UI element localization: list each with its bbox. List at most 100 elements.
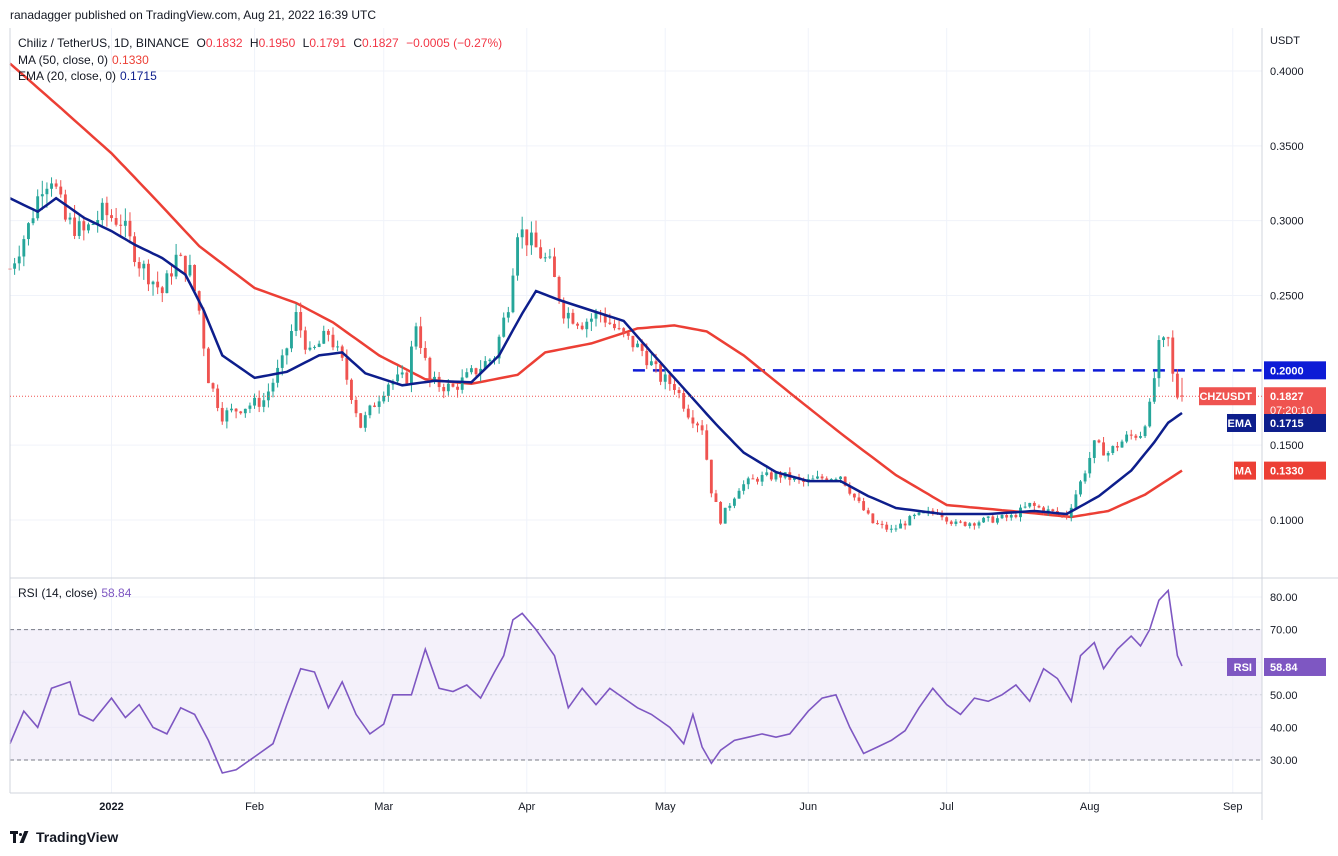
rsi-legend[interactable]: RSI (14, close) 58.84 [18, 586, 131, 600]
candle-body [1014, 514, 1018, 518]
candle-body [460, 377, 464, 390]
ma-legend[interactable]: MA (50, close, 0) 0.1330 [18, 53, 149, 67]
candle-body [87, 224, 90, 231]
price-tick-label: 0.1000 [1270, 515, 1304, 527]
candle-body [603, 314, 607, 323]
candle-body [686, 408, 690, 418]
candle-body [714, 493, 718, 502]
candle-body [663, 374, 667, 382]
candle-body [345, 357, 349, 380]
publish-header: ranadagger published on TradingView.com,… [10, 8, 377, 22]
candle-body [543, 257, 547, 259]
candle-body [1009, 514, 1013, 518]
candle-body [276, 367, 280, 383]
candle-body [1148, 401, 1152, 427]
candle-body [1125, 434, 1129, 442]
candle-body [917, 512, 921, 515]
candle-body [257, 397, 261, 407]
candle-body [350, 379, 353, 400]
candle-body [17, 256, 21, 264]
candle-body [705, 430, 709, 460]
candle-body [497, 336, 501, 359]
candle-body [617, 328, 621, 330]
candle-body [465, 372, 469, 378]
candle-body [613, 323, 616, 329]
candle-body [313, 346, 316, 348]
price-tick-label: 0.3000 [1270, 216, 1304, 228]
close-label: C [353, 36, 363, 50]
candle-body [1037, 505, 1041, 508]
candle-body [326, 330, 330, 335]
candle-body [977, 522, 981, 526]
candle-body [36, 196, 40, 219]
candle-body [908, 516, 912, 526]
candle-body [396, 374, 400, 382]
candle-body [1157, 340, 1161, 379]
axis-labels: 0.4000 0.3500 0.3000 0.2500 0.1500 0.1000 USDT… [99, 35, 1326, 813]
candle-body [63, 194, 67, 220]
candle-body [363, 415, 367, 428]
candle-body [1102, 442, 1105, 456]
candle-body [220, 407, 224, 422]
candle-body [982, 517, 986, 523]
candle-body [303, 330, 307, 350]
candle-body [889, 528, 893, 530]
candle-body [520, 229, 524, 238]
rsi-legend-label: RSI (14, close) [18, 586, 98, 600]
resistance-badge-value: 0.2000 [1270, 365, 1304, 377]
candle-body [1032, 502, 1036, 506]
candle-body [756, 478, 759, 482]
resistance-badge-value-bg [1264, 361, 1326, 380]
footer-brand: TradingView [36, 829, 119, 845]
candle-body [59, 186, 63, 195]
ma-line [9, 62, 1183, 519]
candle-body [474, 368, 478, 375]
candle-body [885, 524, 889, 530]
candle-body [373, 405, 376, 407]
candle-body [968, 523, 972, 526]
candle-body [894, 528, 898, 530]
symbol-legend[interactable]: Chiliz / TetherUS, 1D, BINANCE O0.1832 H… [18, 36, 502, 50]
rsi-tick-label: 40.00 [1270, 722, 1298, 734]
candle-body [1143, 426, 1147, 437]
candle-body [746, 478, 750, 485]
candle-body [170, 273, 173, 277]
ema-badge-value: 0.1715 [1270, 418, 1304, 430]
candle-body [160, 287, 164, 294]
candle-body [317, 343, 321, 347]
candle-body [825, 478, 829, 481]
candle-body [225, 410, 229, 422]
candle-body [428, 357, 432, 382]
candle-body [839, 476, 842, 480]
candle-body [133, 236, 137, 263]
candle-body [668, 374, 672, 385]
candle-body [769, 472, 773, 480]
candle-body [576, 323, 579, 326]
candle-body [696, 423, 699, 426]
time-tick-label: Aug [1080, 801, 1100, 813]
candle-body [271, 382, 275, 392]
candle-body [419, 326, 423, 348]
candle-body [82, 221, 86, 231]
candle-body [899, 523, 902, 529]
rsi-legend-value: 58.84 [101, 586, 132, 600]
candle-body [13, 263, 17, 269]
candle-body [566, 312, 570, 319]
time-tick-label: Feb [245, 801, 264, 813]
candle-body [114, 218, 118, 225]
price-tick-label: 0.2500 [1270, 291, 1304, 303]
rsi-badge-value: 58.84 [1270, 662, 1298, 674]
ema-legend[interactable]: EMA (20, close, 0) 0.1715 [18, 69, 157, 83]
time-tick-label: Sep [1223, 801, 1243, 813]
last-price-value: 0.1827 [1270, 391, 1304, 403]
candle-body [506, 312, 510, 318]
candle-body [709, 459, 713, 494]
candle-body [996, 518, 999, 523]
candle-body [737, 490, 741, 499]
candle-body [1097, 440, 1101, 443]
tradingview-footer[interactable]: TradingView [10, 829, 118, 845]
candle-body [202, 310, 206, 349]
candle-body [1074, 494, 1078, 508]
candle-body [640, 343, 644, 351]
